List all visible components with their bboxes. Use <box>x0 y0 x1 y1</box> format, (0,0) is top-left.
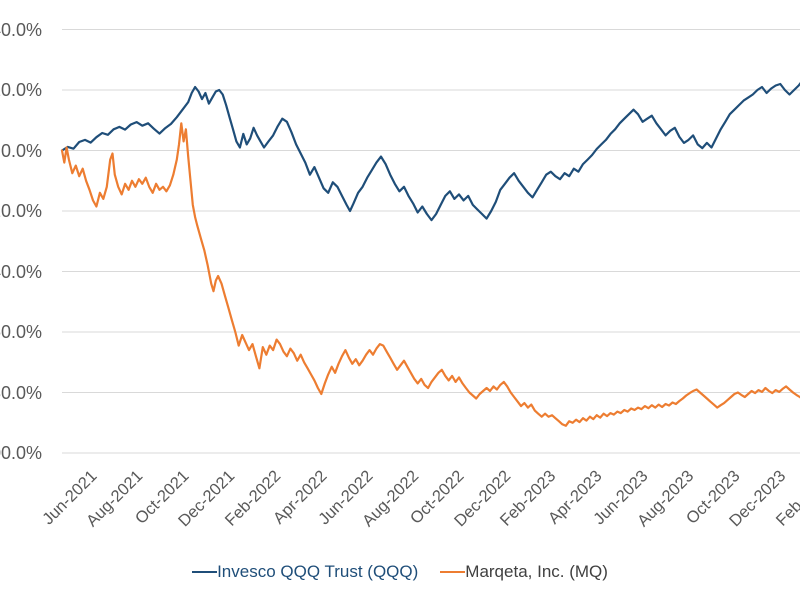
legend-label-qqq: Invesco QQQ Trust (QQQ) <box>217 562 419 581</box>
y-axis-tick-label: -80.0% <box>0 382 42 403</box>
y-axis-tick-label: -100.0% <box>0 443 42 463</box>
y-axis-tick-label: 20.0% <box>0 80 42 100</box>
qqq-series-line <box>60 81 800 222</box>
y-axis-tick-label: -40.0% <box>0 261 42 282</box>
y-axis-tick-label: 40.0% <box>0 19 42 40</box>
mq-line-marker-icon <box>440 570 466 574</box>
legend-item-mq: Marqeta, Inc. (MQ) <box>440 562 608 582</box>
mq-series-line <box>60 122 800 427</box>
y-axis-tick-label: -60.0% <box>0 322 42 342</box>
legend-item-qqq: Invesco QQQ Trust (QQQ) <box>192 562 418 582</box>
legend-label-mq: Marqeta, Inc. (MQ) <box>465 562 608 581</box>
y-axis-tick-label: 0.0% <box>0 140 42 161</box>
legend: Invesco QQQ Trust (QQQ) Marqeta, Inc. (M… <box>0 562 800 582</box>
y-axis-tick-label: -20.0% <box>0 201 42 221</box>
qqq-line-marker-icon <box>192 570 218 574</box>
